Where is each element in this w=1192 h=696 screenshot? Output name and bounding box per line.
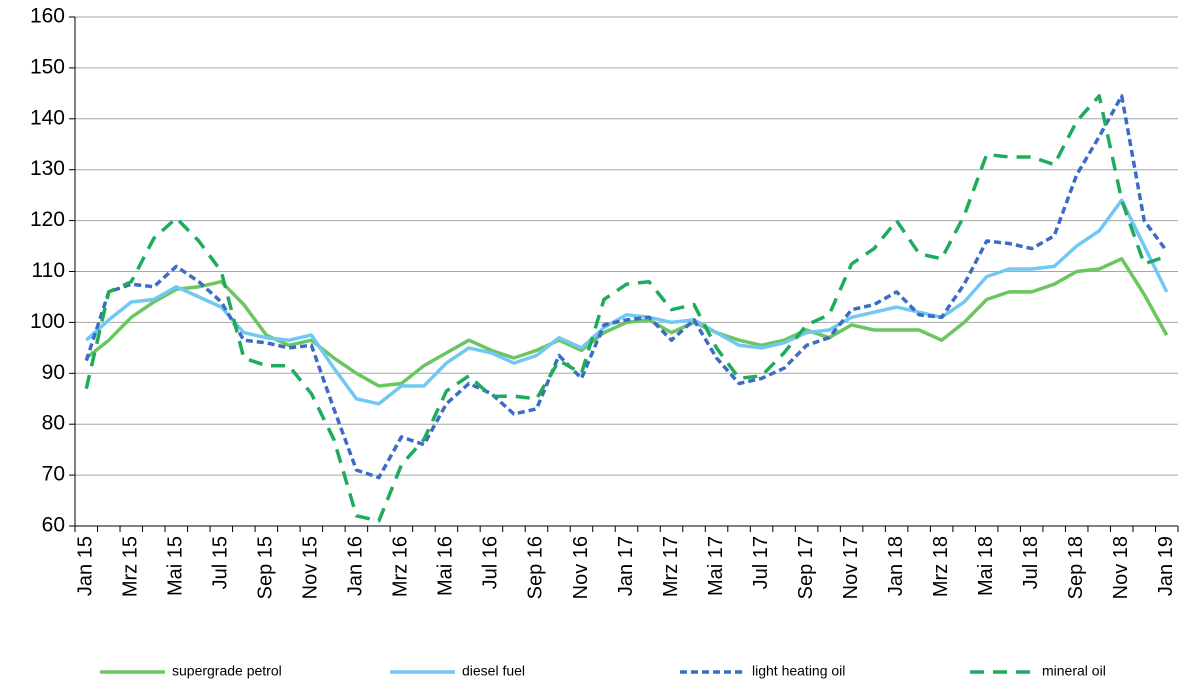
x-tick-label: Mrz 18 xyxy=(930,536,952,597)
x-tick-label: Mrz 15 xyxy=(120,536,142,597)
y-tick-label: 130 xyxy=(30,157,65,180)
x-tick-label: Mai 17 xyxy=(705,536,727,596)
x-tick-label: Jul 18 xyxy=(1020,536,1042,589)
y-tick-label: 80 xyxy=(42,412,65,435)
data-line xyxy=(84,94,1169,480)
y-tick-label: 160 xyxy=(30,5,65,28)
x-tick-label: Jul 15 xyxy=(210,536,232,589)
data-line xyxy=(85,257,1169,388)
x-tick-label: Mai 15 xyxy=(165,536,187,596)
legend-label: mineral oil xyxy=(1042,663,1106,679)
x-tick-label: Sep 16 xyxy=(525,536,547,599)
x-tick-label: Jul 17 xyxy=(750,536,772,589)
x-tick-label: Nov 16 xyxy=(570,536,592,599)
legend-label: diesel fuel xyxy=(462,663,525,679)
x-tick-label: Jan 19 xyxy=(1155,536,1177,596)
x-tick-label: Jan 15 xyxy=(75,536,97,596)
x-tick-label: Mai 16 xyxy=(435,536,457,596)
x-tick-label: Mai 18 xyxy=(975,536,997,596)
y-tick-label: 70 xyxy=(42,463,65,486)
x-tick-label: Sep 18 xyxy=(1065,536,1087,599)
x-tick-label: Jul 16 xyxy=(480,536,502,589)
x-tick-label: Nov 15 xyxy=(300,536,322,599)
y-tick-label: 150 xyxy=(30,55,65,78)
x-tick-label: Sep 17 xyxy=(795,536,817,599)
legend-label: supergrade petrol xyxy=(172,663,282,679)
x-tick-label: Jan 16 xyxy=(345,536,367,596)
x-tick-label: Nov 18 xyxy=(1110,536,1132,599)
data-line xyxy=(85,198,1169,406)
y-tick-label: 90 xyxy=(42,361,65,384)
x-tick-label: Jan 18 xyxy=(885,536,907,596)
y-tick-label: 100 xyxy=(30,310,65,333)
y-tick-label: 110 xyxy=(32,259,65,282)
y-tick-label: 60 xyxy=(42,514,65,537)
x-tick-label: Sep 15 xyxy=(255,536,277,599)
x-tick-label: Jan 17 xyxy=(615,536,637,596)
y-tick-label: 140 xyxy=(30,106,65,129)
legend-label: light heating oil xyxy=(752,663,845,679)
x-tick-label: Mrz 16 xyxy=(390,536,412,597)
x-tick-label: Nov 17 xyxy=(840,536,862,599)
y-tick-label: 120 xyxy=(30,208,65,231)
data-line xyxy=(84,94,1168,523)
x-tick-label: Mrz 17 xyxy=(660,536,682,597)
